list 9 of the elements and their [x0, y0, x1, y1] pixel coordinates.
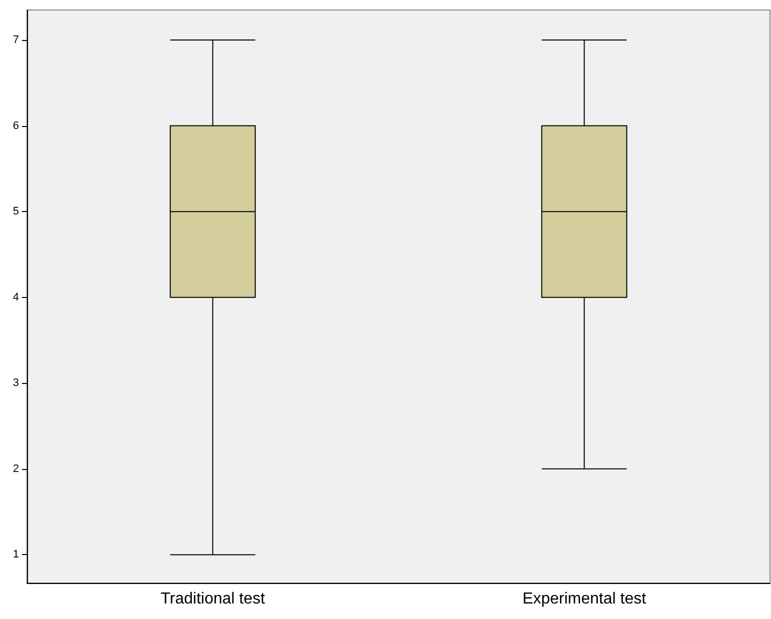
- y-tick-label: 4: [12, 291, 19, 304]
- y-tick-label: 7: [12, 34, 19, 46]
- y-tick-label: 3: [12, 377, 19, 390]
- x-tick-label: Experimental test: [522, 590, 647, 608]
- y-tick-label: 5: [12, 206, 19, 218]
- x-tick-label: Traditional test: [160, 590, 266, 608]
- y-tick-label: 6: [12, 120, 19, 132]
- y-tick-label: 1: [12, 548, 19, 561]
- y-tick-label: 2: [12, 462, 19, 475]
